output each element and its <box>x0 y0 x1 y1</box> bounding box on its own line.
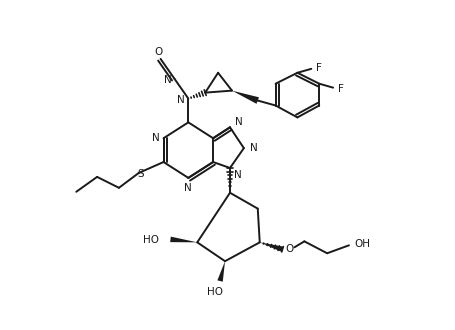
Polygon shape <box>232 91 258 104</box>
Text: F: F <box>337 83 343 94</box>
Text: N: N <box>233 170 241 180</box>
Text: N: N <box>184 183 192 193</box>
Text: N: N <box>163 75 171 85</box>
Text: N: N <box>249 143 257 153</box>
Text: N: N <box>234 117 242 127</box>
Text: OH: OH <box>354 239 370 249</box>
Text: S: S <box>137 169 144 179</box>
Text: HO: HO <box>207 287 222 297</box>
Text: O: O <box>285 244 293 254</box>
Polygon shape <box>170 237 197 242</box>
Text: O: O <box>154 47 162 57</box>
Polygon shape <box>217 261 224 282</box>
Polygon shape <box>259 242 283 252</box>
Text: N: N <box>176 95 184 105</box>
Text: N: N <box>152 133 159 143</box>
Text: HO: HO <box>142 235 158 246</box>
Text: F: F <box>316 63 321 73</box>
